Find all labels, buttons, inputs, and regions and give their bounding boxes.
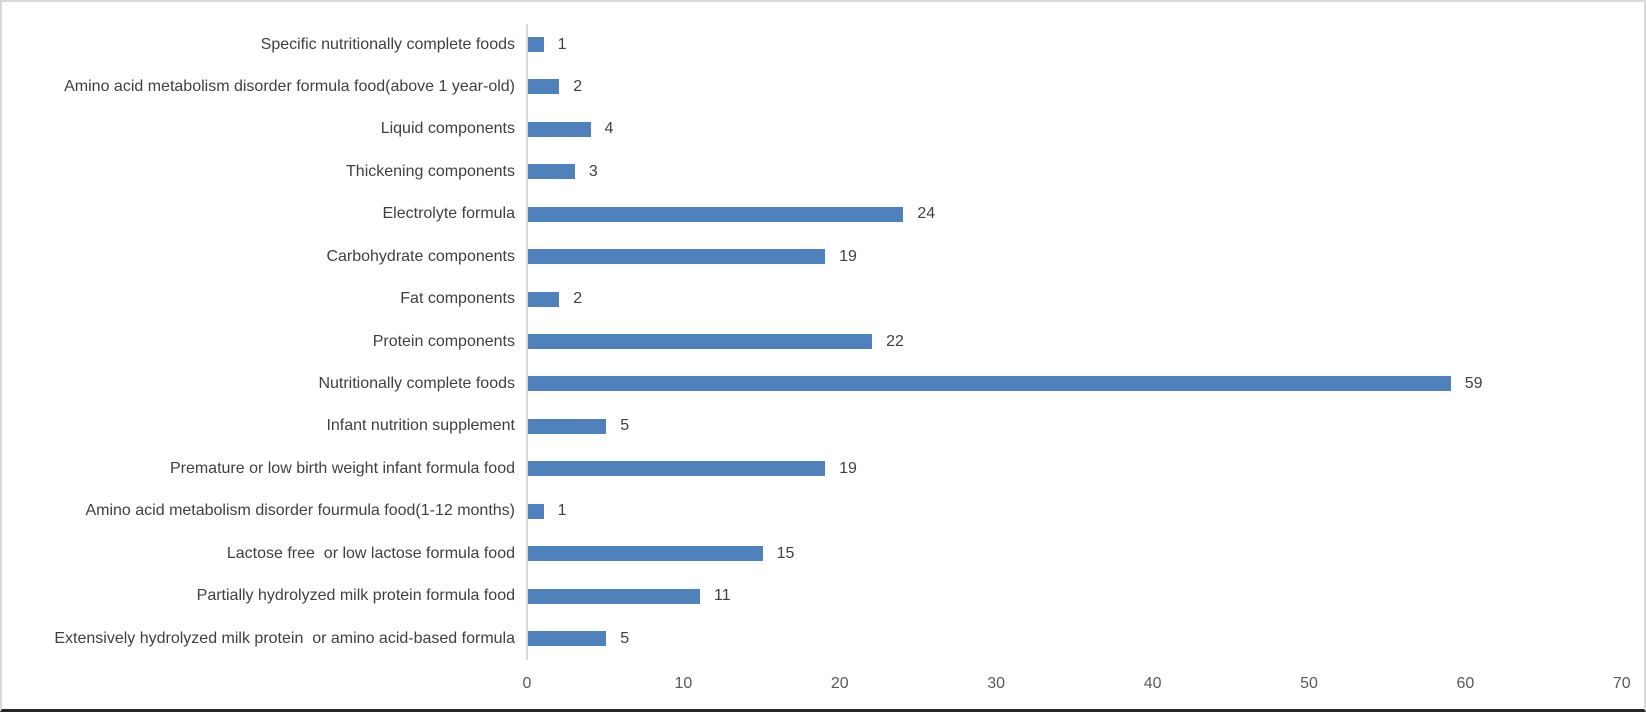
category-label: Amino acid metabolism disorder formula f… (64, 77, 515, 95)
bar (528, 631, 607, 647)
data-label: 4 (604, 120, 614, 138)
data-label: 19 (839, 247, 857, 265)
bar (528, 79, 560, 95)
x-axis-tick-label: 20 (830, 675, 849, 692)
category-label: Electrolyte formula (382, 205, 516, 223)
bar (528, 121, 591, 137)
data-label: 24 (917, 205, 936, 223)
category-axis-line (526, 24, 528, 660)
bar (528, 291, 560, 307)
x-axis-tick-label: 0 (522, 675, 532, 692)
data-label: 15 (776, 544, 795, 562)
data-label: 22 (886, 332, 904, 350)
x-axis-tick-label: 50 (1300, 675, 1318, 692)
data-label: 5 (620, 417, 630, 435)
category-label: Amino acid metabolism disorder fourmula … (85, 502, 515, 520)
category-label: Fat components (400, 290, 515, 308)
category-label: Nutritionally complete foods (318, 374, 515, 392)
category-label: Premature or low birth weight infant for… (169, 459, 515, 477)
category-label: Lactose free or low lactose formula food (226, 544, 515, 562)
bar (528, 503, 544, 519)
data-label: 5 (620, 629, 630, 647)
bar (528, 418, 607, 434)
bar (528, 334, 873, 349)
bar (528, 376, 1451, 392)
data-label: 59 (1464, 374, 1483, 392)
category-label: Thickening components (346, 162, 515, 180)
data-label: 2 (573, 77, 583, 95)
category-label: Specific nutritionally complete foods (260, 35, 515, 53)
x-axis-tick-label: 60 (1456, 675, 1475, 692)
category-label: Extensively hydrolyzed milk protein or a… (54, 629, 515, 647)
x-axis-tick-label: 10 (674, 675, 693, 692)
bar (528, 164, 575, 180)
x-axis-tick-label: 30 (987, 675, 1006, 692)
data-label: 11 (714, 587, 731, 605)
bar (528, 37, 544, 52)
category-label: Partially hydrolyzed milk protein formul… (196, 587, 515, 605)
bar (528, 546, 763, 562)
data-label: 2 (573, 290, 583, 308)
bar (528, 461, 826, 477)
data-label: 1 (557, 502, 567, 520)
category-label: Liquid components (380, 120, 515, 138)
x-axis-tick-label: 70 (1612, 675, 1631, 692)
data-label: 3 (588, 162, 598, 180)
category-label: Infant nutrition supplement (326, 417, 515, 435)
x-axis-tick-label: 40 (1143, 675, 1162, 692)
category-label: Protein components (372, 332, 515, 350)
bar (528, 588, 701, 604)
bar (528, 206, 904, 222)
category-label: Carbohydrate components (326, 247, 515, 265)
bar (528, 249, 826, 265)
data-label: 1 (557, 35, 567, 53)
data-label: 19 (839, 459, 857, 477)
